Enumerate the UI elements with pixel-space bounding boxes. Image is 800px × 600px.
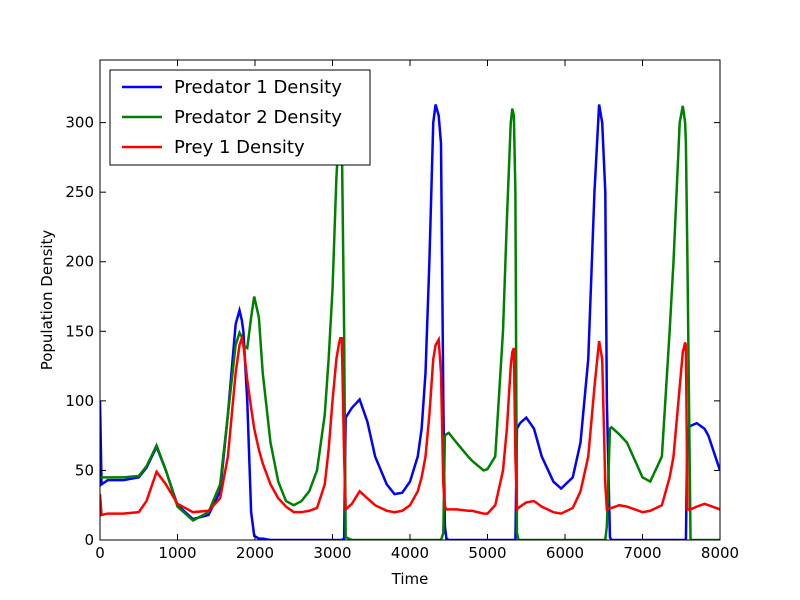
x-tick-label: 0 — [95, 544, 105, 562]
y-tick-label: 250 — [65, 183, 94, 201]
y-tick-label: 200 — [65, 253, 94, 271]
legend-label: Predator 1 Density — [174, 77, 342, 98]
series-line — [100, 333, 720, 517]
series-line — [100, 104, 720, 540]
y-tick-label: 150 — [65, 322, 94, 340]
x-tick-label: 1000 — [158, 544, 196, 562]
x-tick-label: 4000 — [391, 544, 429, 562]
x-axis-label: Time — [391, 570, 429, 588]
y-tick-label: 300 — [65, 114, 94, 132]
legend-label: Predator 2 Density — [174, 107, 342, 128]
x-tick-label: 3000 — [313, 544, 351, 562]
y-axis-label: Population Density — [38, 230, 56, 371]
y-tick-label: 50 — [75, 461, 94, 479]
x-tick-label: 6000 — [546, 544, 584, 562]
y-tick-label: 100 — [65, 392, 94, 410]
series-line — [100, 105, 720, 540]
x-tick-label: 2000 — [236, 544, 274, 562]
x-tick-label: 5000 — [468, 544, 506, 562]
x-tick-label: 8000 — [701, 544, 739, 562]
legend-label: Prey 1 Density — [174, 137, 305, 158]
x-tick-label: 7000 — [623, 544, 661, 562]
y-tick-label: 0 — [84, 531, 94, 549]
